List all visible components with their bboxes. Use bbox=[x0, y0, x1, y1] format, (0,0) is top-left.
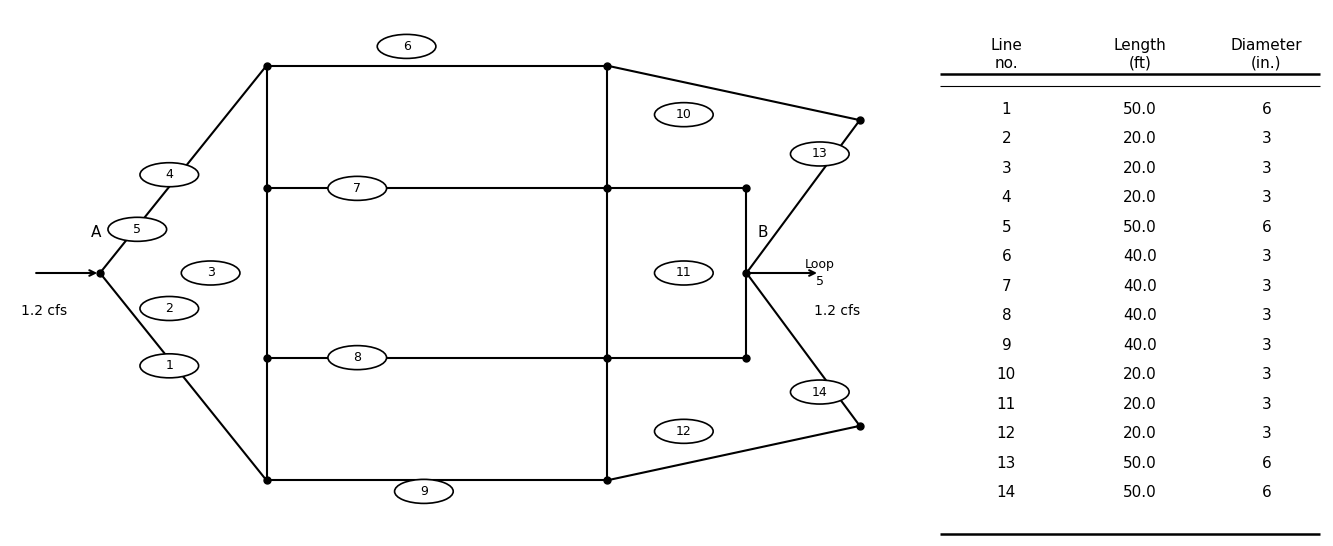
Circle shape bbox=[655, 261, 713, 285]
Text: 5: 5 bbox=[133, 223, 141, 236]
Text: 20.0: 20.0 bbox=[1122, 367, 1157, 382]
Text: 6: 6 bbox=[1261, 102, 1272, 117]
Text: 50.0: 50.0 bbox=[1122, 455, 1157, 471]
Text: 11: 11 bbox=[997, 396, 1016, 412]
Text: 9: 9 bbox=[420, 485, 428, 498]
Text: Line
no.: Line no. bbox=[990, 38, 1022, 70]
Text: 4: 4 bbox=[165, 168, 173, 181]
Text: 20.0: 20.0 bbox=[1122, 131, 1157, 146]
Text: 9: 9 bbox=[1001, 337, 1012, 353]
Circle shape bbox=[655, 103, 713, 127]
Text: 20.0: 20.0 bbox=[1122, 161, 1157, 176]
Circle shape bbox=[395, 479, 453, 503]
Text: A: A bbox=[91, 224, 101, 240]
Text: 10: 10 bbox=[997, 367, 1016, 382]
Text: 3: 3 bbox=[1261, 161, 1272, 176]
Circle shape bbox=[140, 163, 199, 187]
Text: 2: 2 bbox=[1001, 131, 1012, 146]
Circle shape bbox=[328, 346, 387, 370]
Text: 12: 12 bbox=[997, 426, 1016, 441]
Text: 14: 14 bbox=[997, 485, 1016, 500]
Text: 3: 3 bbox=[1261, 396, 1272, 412]
Text: 3: 3 bbox=[1261, 131, 1272, 146]
Text: 40.0: 40.0 bbox=[1122, 278, 1157, 294]
Text: 3: 3 bbox=[1261, 249, 1272, 264]
Circle shape bbox=[790, 142, 849, 166]
Text: 3: 3 bbox=[207, 266, 215, 280]
Text: 50.0: 50.0 bbox=[1122, 485, 1157, 500]
Text: 50.0: 50.0 bbox=[1122, 219, 1157, 235]
Text: 3: 3 bbox=[1261, 367, 1272, 382]
Text: 1: 1 bbox=[165, 359, 173, 372]
Text: 6: 6 bbox=[1261, 455, 1272, 471]
Text: 3: 3 bbox=[1261, 308, 1272, 323]
Text: 40.0: 40.0 bbox=[1122, 308, 1157, 323]
Text: 12: 12 bbox=[676, 425, 692, 438]
Text: Loop
5: Loop 5 bbox=[805, 258, 834, 288]
Text: 20.0: 20.0 bbox=[1122, 190, 1157, 205]
Circle shape bbox=[655, 419, 713, 443]
Text: 11: 11 bbox=[676, 266, 692, 280]
Circle shape bbox=[790, 380, 849, 404]
Text: 5: 5 bbox=[1001, 219, 1012, 235]
Circle shape bbox=[377, 34, 436, 58]
Circle shape bbox=[108, 217, 167, 241]
Text: 20.0: 20.0 bbox=[1122, 396, 1157, 412]
Text: 3: 3 bbox=[1001, 161, 1012, 176]
Text: 13: 13 bbox=[997, 455, 1016, 471]
Text: 40.0: 40.0 bbox=[1122, 249, 1157, 264]
Text: 20.0: 20.0 bbox=[1122, 426, 1157, 441]
Text: 14: 14 bbox=[812, 385, 828, 399]
Text: 4: 4 bbox=[1001, 190, 1012, 205]
Text: 3: 3 bbox=[1261, 426, 1272, 441]
Text: 6: 6 bbox=[1001, 249, 1012, 264]
Text: 8: 8 bbox=[1001, 308, 1012, 323]
Text: 6: 6 bbox=[403, 40, 411, 53]
Text: Diameter
(in.): Diameter (in.) bbox=[1230, 38, 1302, 70]
Circle shape bbox=[140, 296, 199, 321]
Text: 8: 8 bbox=[353, 351, 361, 364]
Text: B: B bbox=[757, 224, 768, 240]
Text: 3: 3 bbox=[1261, 337, 1272, 353]
Text: 7: 7 bbox=[353, 182, 361, 195]
Circle shape bbox=[140, 354, 199, 378]
Text: 1.2 cfs: 1.2 cfs bbox=[814, 304, 860, 318]
Text: 6: 6 bbox=[1261, 219, 1272, 235]
Text: 3: 3 bbox=[1261, 190, 1272, 205]
Text: Length
(ft): Length (ft) bbox=[1113, 38, 1166, 70]
Text: 3: 3 bbox=[1261, 278, 1272, 294]
Text: 7: 7 bbox=[1001, 278, 1012, 294]
Text: 1.2 cfs: 1.2 cfs bbox=[21, 304, 67, 318]
Text: 2: 2 bbox=[165, 302, 173, 315]
Circle shape bbox=[328, 176, 387, 200]
Text: 1: 1 bbox=[1001, 102, 1012, 117]
Text: 6: 6 bbox=[1261, 485, 1272, 500]
Text: 13: 13 bbox=[812, 147, 828, 161]
Text: 10: 10 bbox=[676, 108, 692, 121]
Text: 50.0: 50.0 bbox=[1122, 102, 1157, 117]
Text: 40.0: 40.0 bbox=[1122, 337, 1157, 353]
Circle shape bbox=[181, 261, 240, 285]
